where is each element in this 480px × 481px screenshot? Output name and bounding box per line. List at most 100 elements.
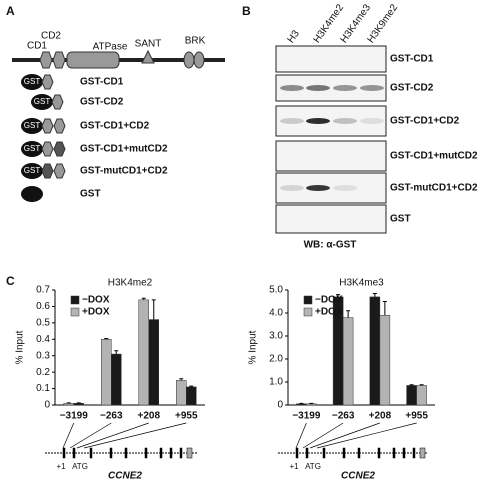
y-tick-label: 0.5 xyxy=(36,317,50,328)
blot-band xyxy=(306,118,330,124)
blot-row-label: GST-CD1+CD2 xyxy=(390,116,460,127)
gst-tag-label: GST xyxy=(24,77,41,86)
legend-swatch xyxy=(303,295,313,305)
x-tick-label: +955 xyxy=(175,411,198,422)
legend-swatch xyxy=(303,307,313,317)
y-tick-label: 0.4 xyxy=(36,334,50,345)
mutant-domain xyxy=(41,163,54,179)
blot-band xyxy=(306,85,330,91)
y-tick-label: 0 xyxy=(277,400,283,411)
exon xyxy=(179,447,183,459)
gene-arrow xyxy=(309,422,380,449)
gene-annotation: +1 xyxy=(56,462,66,471)
chromodomain xyxy=(53,118,66,134)
domain-label: BRK xyxy=(185,36,206,47)
construct-label: GST-CD1+mutCD2 xyxy=(80,144,168,155)
exon xyxy=(357,447,361,459)
legend-swatch xyxy=(70,295,80,305)
chromodomain xyxy=(51,94,64,110)
x-tick-label: +955 xyxy=(405,411,428,422)
gene-arrow xyxy=(316,422,417,449)
error-bar xyxy=(151,299,156,320)
exon xyxy=(72,447,76,459)
exon xyxy=(159,447,163,459)
error-bar xyxy=(372,292,377,297)
gst-tag-label: GST xyxy=(24,121,41,130)
gene-arrow xyxy=(76,422,149,449)
blot-band xyxy=(280,185,304,191)
bar xyxy=(306,403,317,406)
blot-panel xyxy=(275,140,387,172)
blot-row-label: GST xyxy=(390,214,411,225)
error-bar xyxy=(409,384,414,386)
gene-arrow xyxy=(295,422,307,449)
exon xyxy=(377,447,381,459)
bar xyxy=(416,385,427,406)
legend-label: −DOX xyxy=(315,295,343,306)
blot-band xyxy=(333,185,357,191)
y-tick-label: 0.6 xyxy=(36,301,50,312)
gene-arrow xyxy=(302,422,344,449)
cd1-domain xyxy=(39,51,53,69)
exon xyxy=(419,447,426,459)
panel-label: C xyxy=(6,274,15,288)
exon xyxy=(144,447,148,459)
exon xyxy=(322,447,326,459)
exon xyxy=(124,447,128,459)
atpase-domain xyxy=(66,51,120,69)
gst-tag xyxy=(21,163,43,179)
bar xyxy=(379,315,391,406)
chart-title: H3K4me2 xyxy=(108,278,153,289)
brk-domain xyxy=(183,51,195,69)
bar xyxy=(63,403,74,406)
error-bar xyxy=(189,385,194,387)
panel-label: A xyxy=(6,4,15,18)
bar xyxy=(148,319,159,406)
y-tick-label: 3.0 xyxy=(269,331,283,342)
chromodomain xyxy=(53,163,66,179)
y-tick-label: 0.3 xyxy=(36,350,50,361)
construct-label: GST-CD2 xyxy=(80,97,124,108)
x-tick-label: −3199 xyxy=(292,411,321,422)
gene-annotation: CCNE2 xyxy=(108,471,142,481)
exon xyxy=(305,447,309,459)
chromodomain xyxy=(41,74,54,90)
exon xyxy=(169,447,173,459)
gene-annotation: ATG xyxy=(72,462,88,471)
exon xyxy=(342,447,346,459)
exon xyxy=(89,447,93,459)
exon xyxy=(412,447,416,459)
blot-band xyxy=(333,118,357,124)
bar xyxy=(138,299,149,406)
y-tick-label: 1.0 xyxy=(269,377,283,388)
blot-band xyxy=(360,118,384,124)
blot-band xyxy=(280,118,304,124)
exon xyxy=(62,447,66,459)
bar xyxy=(186,386,197,406)
domain-label: ATPase xyxy=(93,42,128,53)
bar xyxy=(342,317,354,406)
y-tick-label: 0.1 xyxy=(36,383,50,394)
domain-label: SANT xyxy=(135,39,162,50)
bar xyxy=(176,380,187,406)
x-tick-label: −263 xyxy=(332,411,355,422)
blot-band xyxy=(360,85,384,91)
error-bar xyxy=(336,294,341,297)
y-tick-label: 0.7 xyxy=(36,285,50,296)
exon xyxy=(402,447,406,459)
x-tick-label: −263 xyxy=(100,411,123,422)
blot-footer: WB: α-GST xyxy=(304,240,357,251)
blot-band xyxy=(306,185,330,191)
y-tick-label: 0 xyxy=(44,400,50,411)
error-bar xyxy=(382,301,387,316)
chromodomain xyxy=(41,118,54,134)
legend-label: +DOX xyxy=(82,307,110,318)
blot-row-label: GST-CD2 xyxy=(390,83,434,94)
gst-tag xyxy=(21,74,43,90)
error-bar xyxy=(346,310,351,318)
blot-panel xyxy=(275,105,387,137)
blot-row-label: GST-CD1 xyxy=(390,54,434,65)
construct-label: GST-CD1 xyxy=(80,77,124,88)
gene-annotation: ATG xyxy=(305,462,321,471)
